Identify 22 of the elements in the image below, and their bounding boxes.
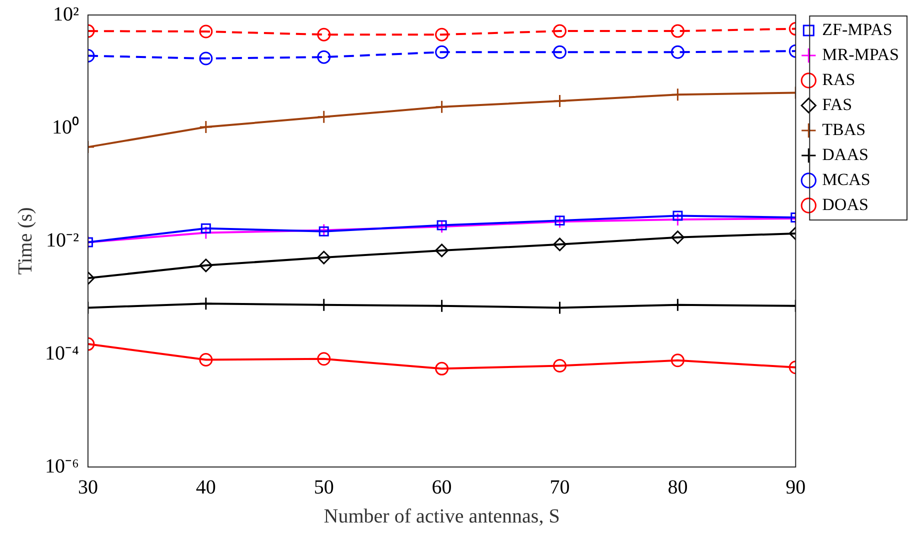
legend-label: ZF-MPAS bbox=[822, 20, 892, 39]
y-tick-label: 10⁰ bbox=[52, 115, 79, 138]
legend-label: DAAS bbox=[822, 144, 868, 164]
x-axis-title: Number of active antennas, S bbox=[324, 505, 560, 528]
legend-label: RAS bbox=[822, 70, 856, 89]
x-tick-label: 40 bbox=[196, 476, 216, 498]
legend-label: FAS bbox=[822, 94, 852, 114]
x-tick-label: 50 bbox=[314, 476, 334, 498]
y-axis-title: Time (s) bbox=[14, 207, 36, 275]
legend-label: DOAS bbox=[822, 194, 868, 214]
x-tick-label: 60 bbox=[432, 476, 452, 498]
x-tick-label: 80 bbox=[668, 476, 688, 498]
x-tick-label: 70 bbox=[550, 476, 570, 498]
legend-label: MR-MPAS bbox=[822, 44, 899, 64]
y-tick-label: 10⁻² bbox=[46, 229, 79, 252]
legend-label: MCAS bbox=[822, 170, 870, 189]
y-tick-label: 10⁻⁶ bbox=[44, 455, 79, 478]
x-tick-label: 30 bbox=[78, 476, 98, 498]
legend-label: TBAS bbox=[822, 120, 866, 139]
y-tick-label: 10⁻⁴ bbox=[44, 342, 79, 364]
x-tick-label: 90 bbox=[786, 476, 806, 498]
y-tick-label: 10² bbox=[52, 3, 79, 26]
